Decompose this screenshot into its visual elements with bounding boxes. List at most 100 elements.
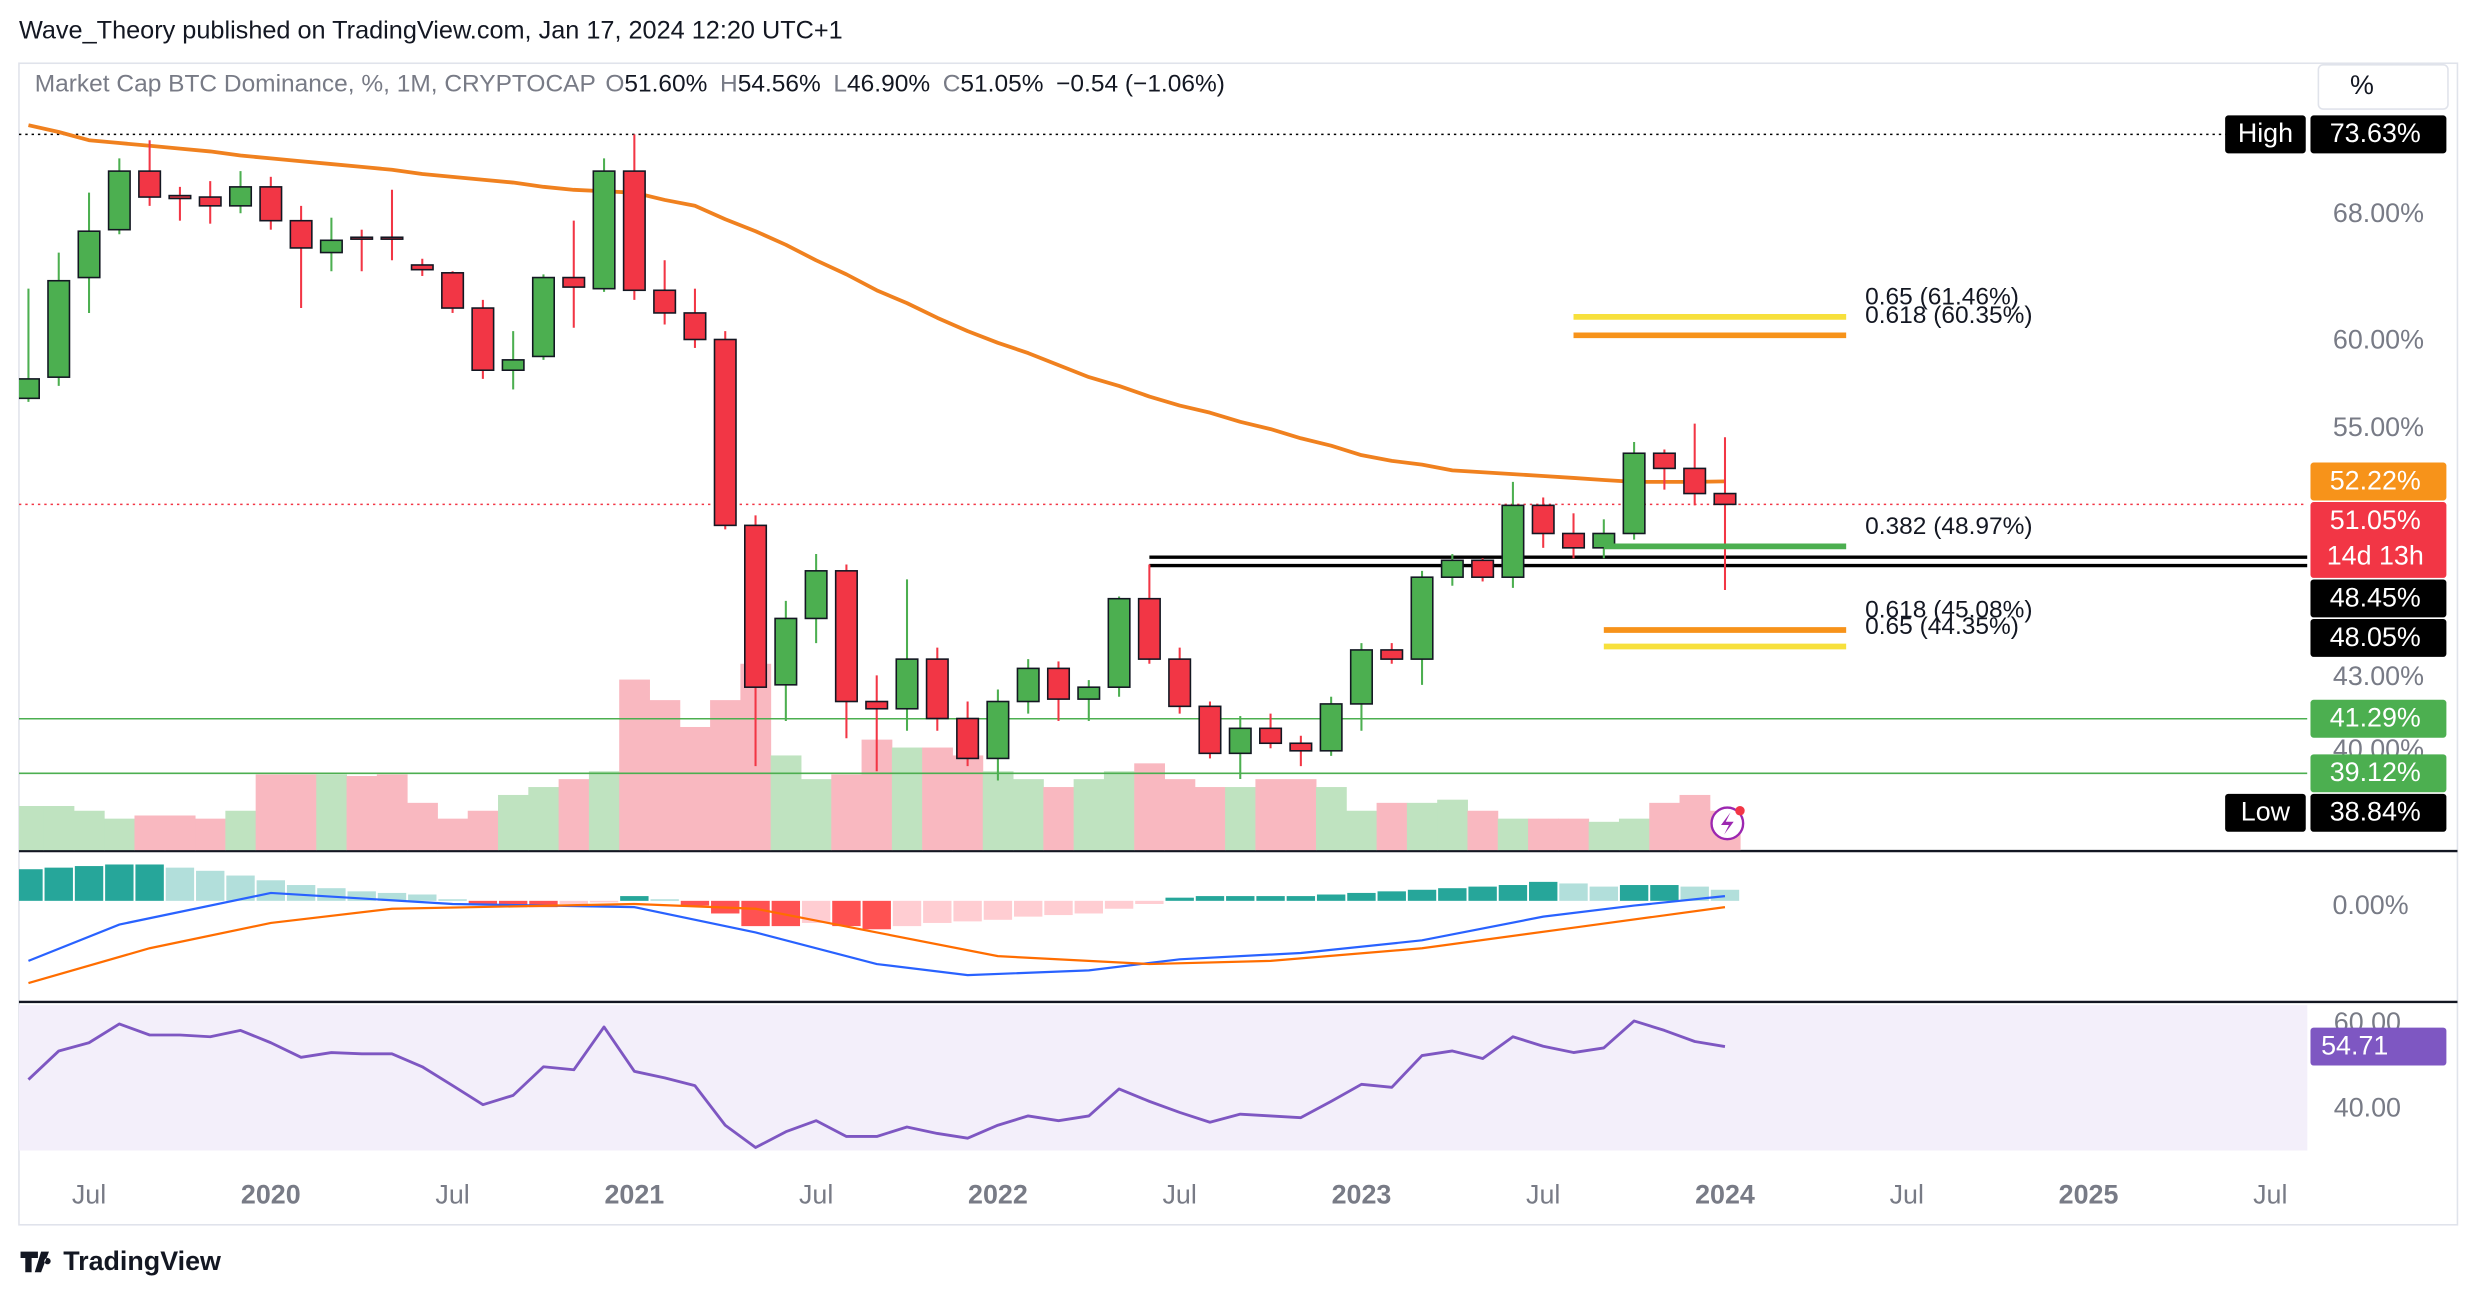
candle-body bbox=[531, 276, 556, 358]
candle-body bbox=[441, 272, 465, 309]
volume-bar bbox=[588, 771, 620, 851]
candle-body bbox=[804, 570, 828, 620]
volume-bar bbox=[1225, 787, 1256, 851]
macd-histogram-bar bbox=[1619, 885, 1649, 901]
price-tag bbox=[2310, 115, 2447, 154]
volume-bar bbox=[1588, 821, 1620, 851]
rsi-tick-label: 40.00 bbox=[2334, 1093, 2401, 1123]
x-tick-label: 2022 bbox=[968, 1179, 1028, 1209]
volume-bar bbox=[18, 806, 45, 851]
x-tick-label: Jul bbox=[1163, 1179, 1197, 1209]
volume-bar bbox=[1043, 787, 1075, 851]
main-pane bbox=[18, 123, 2308, 851]
macd-histogram-bar bbox=[953, 900, 982, 922]
macd-histogram-bar bbox=[1529, 881, 1558, 901]
x-tick-label: 2021 bbox=[604, 1179, 664, 1209]
volume-bar bbox=[195, 818, 226, 851]
legend-key: H bbox=[720, 71, 738, 98]
candle-body bbox=[259, 186, 283, 222]
macd-histogram-bar bbox=[1044, 900, 1073, 916]
candle-body bbox=[1168, 658, 1192, 708]
candle-body bbox=[1077, 686, 1101, 700]
rsi-pane bbox=[27, 1019, 1726, 1149]
legend-change: −0.54 (−1.06%) bbox=[1056, 71, 1225, 98]
price-tag-label: 39.12% bbox=[2330, 757, 2421, 787]
macd-histogram-bar bbox=[1135, 900, 1164, 904]
fib-label: 0.618 (60.35%) bbox=[1865, 302, 2032, 329]
macd-histogram-bar bbox=[317, 888, 346, 901]
y-tick-label: 60.00% bbox=[2333, 324, 2424, 354]
macd-histogram-bar bbox=[438, 899, 467, 901]
macd-histogram-bar bbox=[347, 891, 376, 901]
candle-body bbox=[774, 617, 798, 686]
volume-bar bbox=[1013, 779, 1044, 851]
volume-bar bbox=[437, 818, 469, 851]
price-tag-label: 38.84% bbox=[2330, 797, 2421, 827]
macd-histogram-bar bbox=[1650, 885, 1679, 901]
price-tag-label: 52.22% bbox=[2330, 465, 2421, 495]
volume-bar bbox=[164, 815, 196, 851]
macd-histogram-bar bbox=[1438, 888, 1467, 901]
macd-histogram-bar bbox=[135, 864, 164, 901]
legend-key: L bbox=[833, 71, 847, 98]
rsi-background bbox=[18, 1005, 2308, 1151]
volume-bar bbox=[43, 806, 75, 851]
volume-bar bbox=[679, 726, 711, 851]
volume-bar bbox=[1497, 818, 1529, 851]
macd-histogram-bar bbox=[1104, 900, 1134, 909]
volume-bar bbox=[255, 774, 287, 851]
macd-tick-label: 0.00% bbox=[2332, 890, 2408, 920]
volume-bar bbox=[134, 815, 166, 851]
candle-body bbox=[138, 170, 162, 198]
candle-body bbox=[834, 570, 858, 703]
candle-body bbox=[683, 312, 707, 341]
volume-bar bbox=[346, 775, 378, 851]
candle-body bbox=[1561, 532, 1586, 549]
candle-body bbox=[168, 194, 192, 200]
candle-body bbox=[319, 239, 343, 254]
price-tag-title: High bbox=[2238, 118, 2293, 148]
x-tick-label: 2020 bbox=[241, 1179, 301, 1209]
fib-label: 0.618 (45.08%) bbox=[1865, 597, 2032, 624]
macd-histogram-bar bbox=[620, 896, 649, 901]
x-tick-label: 2024 bbox=[1695, 1179, 1755, 1209]
macd-histogram-bar bbox=[680, 900, 710, 906]
logo-text: TradingView bbox=[63, 1246, 221, 1276]
candle-body bbox=[622, 170, 646, 292]
macd-line bbox=[28, 891, 1726, 977]
volume-bar bbox=[1376, 802, 1408, 851]
volume-bar bbox=[1437, 799, 1468, 851]
candle-body bbox=[1410, 576, 1434, 660]
candle-body bbox=[380, 236, 404, 240]
x-tick-label: Jul bbox=[435, 1179, 469, 1209]
volume-bar bbox=[982, 771, 1014, 851]
macd-histogram-bar bbox=[1468, 886, 1497, 901]
macd-histogram-bar bbox=[1013, 900, 1043, 917]
candle-body bbox=[1471, 559, 1495, 578]
candle-body bbox=[1198, 705, 1222, 755]
macd-histogram-bar bbox=[892, 900, 922, 927]
price-tag-label: 48.45% bbox=[2330, 582, 2421, 612]
macd-histogram-bar bbox=[1316, 894, 1346, 901]
macd-histogram-bar bbox=[1286, 896, 1316, 901]
x-tick-label: Jul bbox=[2253, 1179, 2287, 1209]
x-tick-label: Jul bbox=[72, 1179, 106, 1209]
volume-bar bbox=[952, 755, 984, 851]
price-tag-label: 41.29% bbox=[2330, 703, 2421, 733]
macd-histogram-bar bbox=[408, 894, 437, 901]
volume-bar bbox=[316, 774, 348, 851]
macd-histogram-bar bbox=[529, 900, 558, 908]
unit-box[interactable] bbox=[2317, 64, 2449, 110]
macd-histogram-bar bbox=[983, 900, 1013, 920]
macd-histogram-bar bbox=[165, 867, 195, 901]
volume-bar bbox=[407, 802, 438, 851]
volume-bar bbox=[1406, 802, 1438, 851]
y-tick-label: 55.00% bbox=[2333, 412, 2424, 442]
candle-body bbox=[1440, 559, 1464, 578]
legend-key: C bbox=[943, 71, 961, 98]
macd-histogram-bar bbox=[559, 900, 588, 904]
price-tag bbox=[2310, 699, 2447, 738]
volume-bar bbox=[831, 774, 863, 851]
x-tick-label: 2025 bbox=[2059, 1179, 2119, 1209]
